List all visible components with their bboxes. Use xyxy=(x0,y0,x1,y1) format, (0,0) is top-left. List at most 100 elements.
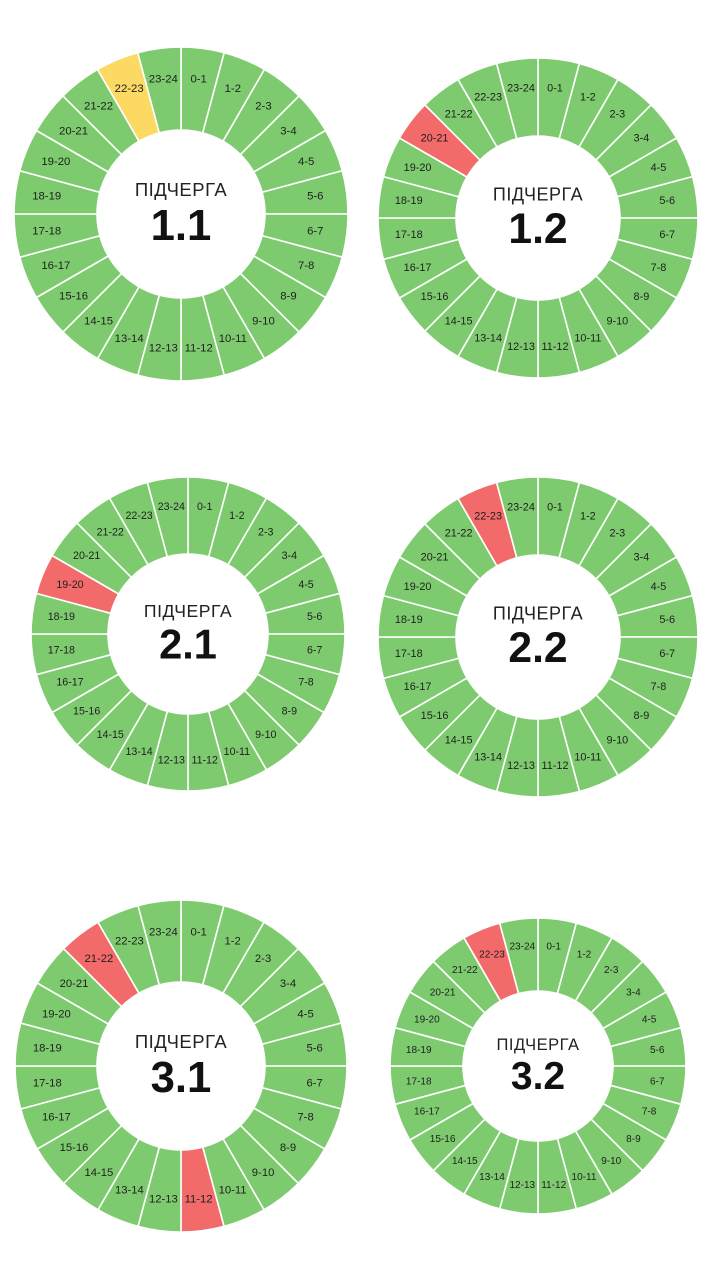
hour-label: 3-4 xyxy=(282,550,297,562)
hour-label: 18-19 xyxy=(395,195,423,207)
hour-label: 7-8 xyxy=(297,1112,313,1124)
schedule-wheel-1-1: 0-1 1-2 2-3 3-4 4-5 5-6 6-7 7-8 8-9 9-10 10-11 11-1… xyxy=(13,46,349,382)
hour-label: 19-20 xyxy=(404,162,432,174)
wheel-title: 1.1 xyxy=(151,201,212,250)
hour-label: 10-11 xyxy=(219,1185,247,1197)
hour-label: 18-19 xyxy=(406,1045,432,1056)
hour-label: 17-18 xyxy=(32,226,61,238)
hour-label: 3-4 xyxy=(280,978,296,990)
hour-label: 10-11 xyxy=(574,751,601,763)
wheel-center xyxy=(456,555,620,719)
schedule-wheel-2-1: 0-1 1-2 2-3 3-4 4-5 5-6 6-7 7-8 8-9 9-10 10-11 11-1… xyxy=(30,476,346,792)
hour-label: 14-15 xyxy=(445,734,473,746)
hour-label: 1-2 xyxy=(577,950,592,961)
hour-label: 15-16 xyxy=(421,291,449,303)
hour-label: 23-24 xyxy=(149,926,178,938)
hour-label: 2-3 xyxy=(258,526,273,538)
hour-label: 21-22 xyxy=(445,108,473,120)
hour-label: 0-1 xyxy=(547,502,563,514)
hour-label: 4-5 xyxy=(651,581,667,593)
hour-label: 9-10 xyxy=(252,315,275,327)
hour-label: 5-6 xyxy=(307,611,322,623)
hour-label: 8-9 xyxy=(626,1134,641,1145)
hour-label: 7-8 xyxy=(642,1107,657,1118)
hour-label: 7-8 xyxy=(651,262,667,274)
hour-label: 22-23 xyxy=(125,510,152,522)
hour-label: 13-14 xyxy=(115,333,144,345)
hour-label: 16-17 xyxy=(41,260,70,272)
hour-label: 3-4 xyxy=(626,987,641,998)
hour-label: 3-4 xyxy=(280,126,296,138)
wheel-subtitle: ПІДЧЕРГА xyxy=(135,1031,227,1052)
hour-label: 13-14 xyxy=(474,332,502,344)
wheel-title: 2.2 xyxy=(508,624,567,672)
hour-label: 1-2 xyxy=(224,935,240,947)
hour-label: 0-1 xyxy=(190,74,206,86)
hour-label: 12-13 xyxy=(149,342,178,354)
hour-label: 0-1 xyxy=(546,941,561,952)
hour-label: 23-24 xyxy=(149,74,178,86)
hour-label: 22-23 xyxy=(115,83,144,95)
wheel-title: 1.2 xyxy=(508,205,567,253)
hour-label: 7-8 xyxy=(298,260,314,272)
hour-label: 1-2 xyxy=(580,91,596,103)
hour-label: 12-13 xyxy=(149,1194,178,1206)
hour-label: 22-23 xyxy=(479,950,505,961)
wheel-center xyxy=(97,982,265,1150)
wheel-subtitle: ПІДЧЕРГА xyxy=(493,604,583,624)
hour-label: 21-22 xyxy=(84,101,113,113)
hour-label: 15-16 xyxy=(430,1134,456,1145)
hour-label: 15-16 xyxy=(60,1142,89,1154)
hour-label: 20-21 xyxy=(59,126,88,138)
hour-label: 20-21 xyxy=(421,552,449,564)
wheel-center xyxy=(456,136,620,300)
hour-label: 1-2 xyxy=(580,510,596,522)
hour-label: 4-5 xyxy=(298,579,313,591)
hour-label: 2-3 xyxy=(255,101,271,113)
hour-label: 6-7 xyxy=(659,229,675,241)
hour-label: 15-16 xyxy=(421,710,449,722)
hour-label: 7-8 xyxy=(298,677,313,689)
hour-label: 13-14 xyxy=(115,1185,144,1197)
hour-label: 17-18 xyxy=(395,229,423,241)
hour-label: 10-11 xyxy=(224,746,251,758)
schedule-wheel-3-2: 0-1 1-2 2-3 3-4 4-5 5-6 6-7 7-8 8-9 9-10 10-11 11-1… xyxy=(389,917,687,1215)
hour-label: 22-23 xyxy=(474,91,502,103)
hour-label: 9-10 xyxy=(606,734,628,746)
hour-label: 0-1 xyxy=(197,501,212,513)
hour-label: 20-21 xyxy=(421,133,449,145)
hour-label: 13-14 xyxy=(474,751,502,763)
hour-label: 9-10 xyxy=(601,1156,622,1167)
hour-label: 2-3 xyxy=(609,108,625,120)
wheel-subtitle: ПІДЧЕРГА xyxy=(135,179,227,200)
hour-label: 4-5 xyxy=(642,1015,657,1026)
hour-label: 6-7 xyxy=(307,644,322,656)
hour-label: 14-15 xyxy=(84,315,113,327)
hour-label: 17-18 xyxy=(33,1078,62,1090)
hour-label: 19-20 xyxy=(414,1015,440,1026)
hour-label: 18-19 xyxy=(33,1042,62,1054)
hour-label: 14-15 xyxy=(452,1156,478,1167)
hour-label: 11-12 xyxy=(542,760,569,772)
hour-label: 15-16 xyxy=(59,290,88,302)
hour-label: 18-19 xyxy=(48,611,75,623)
hour-label: 0-1 xyxy=(547,83,563,95)
wheel-title: 2.1 xyxy=(159,621,217,668)
hour-label: 1-2 xyxy=(225,83,241,95)
hour-label: 3-4 xyxy=(634,133,650,145)
hour-label: 12-13 xyxy=(507,760,535,772)
hour-label: 4-5 xyxy=(297,1008,313,1020)
hour-label: 6-7 xyxy=(307,1078,323,1090)
hour-label: 10-11 xyxy=(574,332,601,344)
hour-label: 2-3 xyxy=(255,953,271,965)
hour-label: 23-24 xyxy=(507,502,535,514)
hour-label: 17-18 xyxy=(395,648,423,660)
hour-label: 13-14 xyxy=(125,746,152,758)
hour-label: 9-10 xyxy=(255,729,276,741)
hour-label: 3-4 xyxy=(634,552,650,564)
hour-label: 20-21 xyxy=(73,550,100,562)
hour-label: 19-20 xyxy=(56,579,83,591)
wheel-center xyxy=(97,130,265,298)
hour-label: 14-15 xyxy=(85,1167,114,1179)
hour-label: 9-10 xyxy=(606,315,628,327)
